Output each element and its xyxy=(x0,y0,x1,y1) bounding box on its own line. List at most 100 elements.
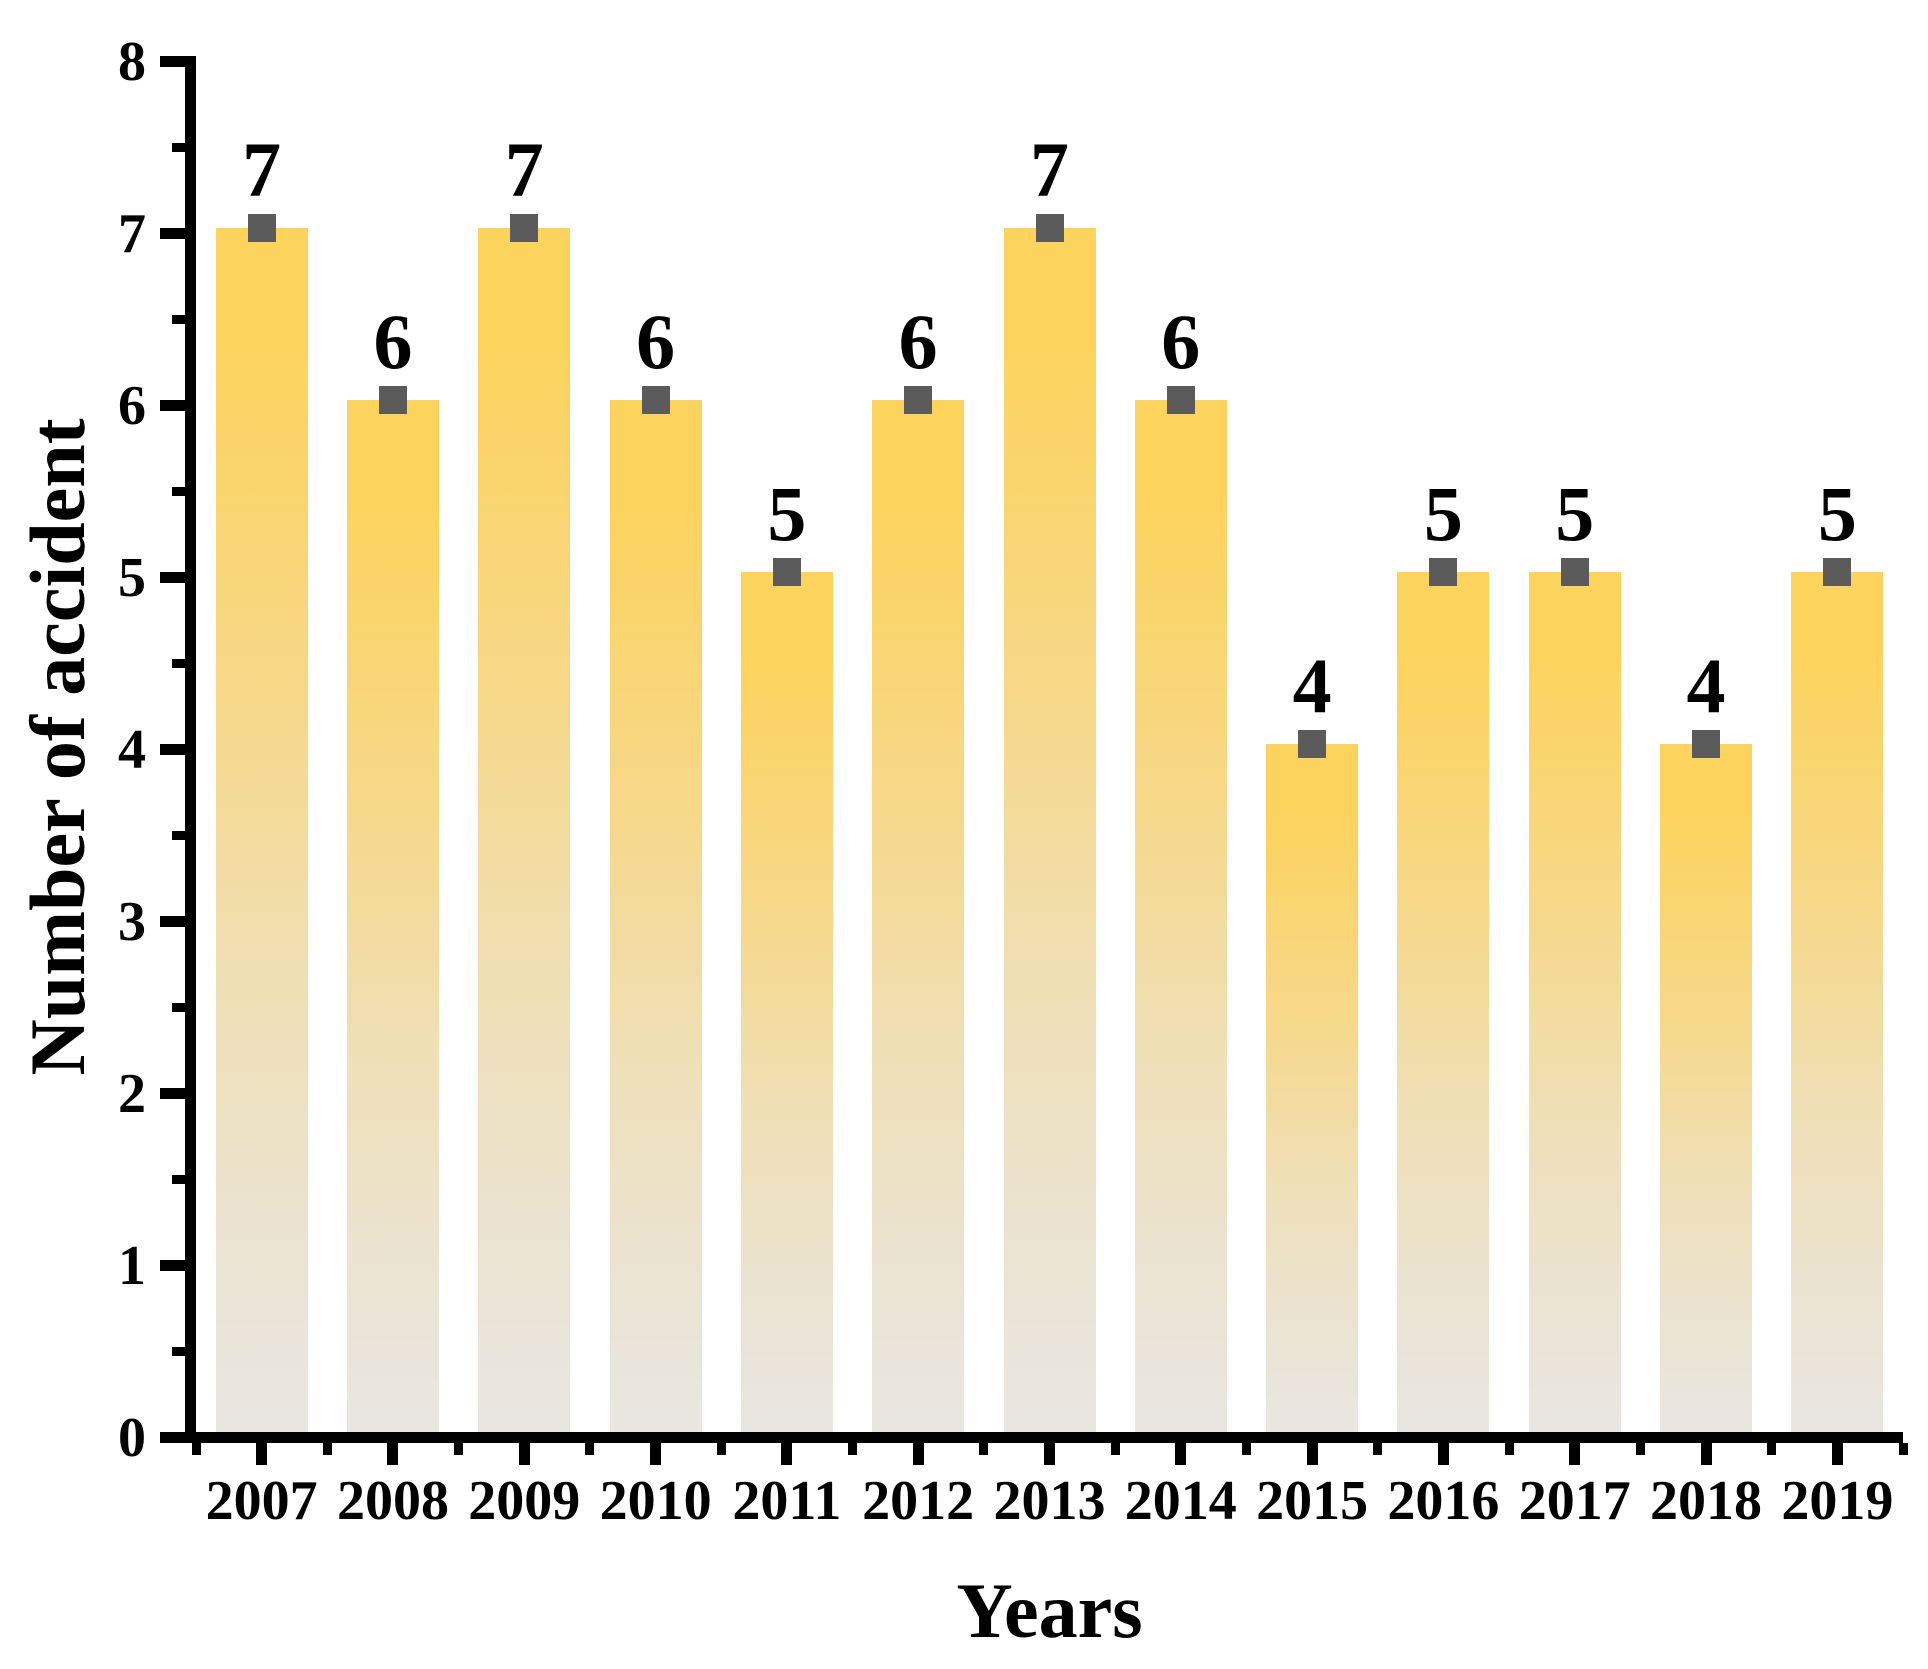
y-tick-label: 3 xyxy=(118,890,146,953)
y-minor-tick xyxy=(172,1175,185,1184)
bar-top-marker xyxy=(641,386,670,414)
bar-2018 xyxy=(1660,744,1753,1432)
y-tick-label: 4 xyxy=(118,718,146,781)
bar-value-label: 5 xyxy=(1555,470,1595,557)
bar-2017 xyxy=(1528,572,1621,1432)
x-tick-label: 2019 xyxy=(1781,1470,1894,1532)
x-major-tick xyxy=(650,1443,662,1465)
x-minor-tick xyxy=(1767,1443,1777,1455)
y-tick-label: 7 xyxy=(118,202,146,265)
x-major-tick xyxy=(1700,1443,1712,1465)
y-tick-label: 1 xyxy=(118,1234,146,1297)
bar-top-marker xyxy=(1692,730,1721,758)
x-tick-label: 2008 xyxy=(336,1470,449,1532)
y-major-tick xyxy=(160,572,185,583)
bar-value-label: 7 xyxy=(504,126,544,213)
x-tick-label: 2009 xyxy=(468,1470,581,1532)
bar-2016 xyxy=(1397,572,1490,1432)
bar-top-marker xyxy=(1035,214,1064,242)
x-tick-label: 2014 xyxy=(1124,1470,1237,1532)
bar-2015 xyxy=(1266,744,1359,1432)
bar-top-marker xyxy=(1166,386,1195,414)
bar-top-marker xyxy=(1560,558,1589,586)
y-minor-tick xyxy=(172,1003,185,1012)
bar-value-label: 5 xyxy=(1423,470,1463,557)
bar-value-label: 5 xyxy=(1817,470,1857,557)
y-major-tick xyxy=(160,400,185,411)
bar-top-marker xyxy=(1823,558,1852,586)
x-minor-tick xyxy=(1110,1443,1120,1455)
x-major-tick xyxy=(1437,1443,1449,1465)
bar-value-label: 6 xyxy=(1161,298,1201,385)
x-major-tick xyxy=(1831,1443,1843,1465)
y-tick-label: 0 xyxy=(118,1406,146,1469)
x-tick-label: 2013 xyxy=(993,1470,1106,1532)
bar-top-marker xyxy=(1298,730,1327,758)
y-major-tick xyxy=(160,1432,185,1443)
bar-value-label: 6 xyxy=(898,298,938,385)
bar-2007 xyxy=(215,228,308,1432)
x-minor-tick xyxy=(191,1443,201,1455)
x-tick-label: 2017 xyxy=(1518,1470,1631,1532)
y-tick-label: 5 xyxy=(118,546,146,609)
y-minor-tick xyxy=(172,659,185,668)
x-minor-tick xyxy=(848,1443,858,1455)
y-axis-line xyxy=(185,56,196,1443)
bar-2009 xyxy=(478,228,571,1432)
x-major-tick xyxy=(518,1443,530,1465)
y-minor-tick xyxy=(172,315,185,324)
x-minor-tick xyxy=(1635,1443,1645,1455)
x-tick-label: 2012 xyxy=(862,1470,975,1532)
x-major-tick xyxy=(387,1443,399,1465)
x-major-tick xyxy=(1306,1443,1318,1465)
x-tick-label: 2016 xyxy=(1387,1470,1500,1532)
x-tick-label: 2007 xyxy=(205,1470,318,1532)
bar-value-label: 4 xyxy=(1686,642,1726,729)
bar-value-label: 4 xyxy=(1292,642,1332,729)
x-minor-tick xyxy=(1241,1443,1251,1455)
x-minor-tick xyxy=(979,1443,989,1455)
bar-value-label: 7 xyxy=(242,126,282,213)
bar-value-label: 7 xyxy=(1029,126,1069,213)
x-minor-tick xyxy=(1898,1443,1908,1455)
bar-top-marker xyxy=(510,214,539,242)
x-tick-label: 2010 xyxy=(599,1470,712,1532)
bar-value-label: 6 xyxy=(373,298,413,385)
x-minor-tick xyxy=(1373,1443,1383,1455)
x-major-tick xyxy=(256,1443,268,1465)
x-minor-tick xyxy=(716,1443,726,1455)
y-minor-tick xyxy=(172,143,185,152)
y-tick-label: 6 xyxy=(118,374,146,437)
y-major-tick xyxy=(160,916,185,927)
x-tick-label: 2015 xyxy=(1256,1470,1369,1532)
x-axis-line xyxy=(185,1432,1903,1443)
bar-value-label: 6 xyxy=(636,298,676,385)
y-minor-tick xyxy=(172,831,185,840)
x-tick-label: 2018 xyxy=(1650,1470,1763,1532)
bar-top-marker xyxy=(904,386,933,414)
bar-2019 xyxy=(1791,572,1884,1432)
bar-2011 xyxy=(740,572,833,1432)
bar-value-label: 5 xyxy=(767,470,807,557)
y-tick-label: 8 xyxy=(118,30,146,93)
x-axis-title: Years xyxy=(956,1567,1143,1654)
y-major-tick xyxy=(160,228,185,239)
y-major-tick xyxy=(160,1260,185,1271)
bar-2010 xyxy=(609,400,702,1432)
bar-2012 xyxy=(872,400,965,1432)
y-tick-label: 2 xyxy=(118,1062,146,1125)
x-tick-label: 2011 xyxy=(732,1470,842,1532)
x-minor-tick xyxy=(454,1443,464,1455)
x-major-tick xyxy=(912,1443,924,1465)
bar-top-marker xyxy=(247,214,276,242)
x-major-tick xyxy=(781,1443,793,1465)
bar-top-marker xyxy=(772,558,801,586)
y-major-tick xyxy=(160,56,185,67)
x-minor-tick xyxy=(322,1443,332,1455)
x-major-tick xyxy=(1175,1443,1187,1465)
y-major-tick xyxy=(160,744,185,755)
x-minor-tick xyxy=(585,1443,595,1455)
bar-top-marker xyxy=(378,386,407,414)
x-major-tick xyxy=(1569,1443,1581,1465)
